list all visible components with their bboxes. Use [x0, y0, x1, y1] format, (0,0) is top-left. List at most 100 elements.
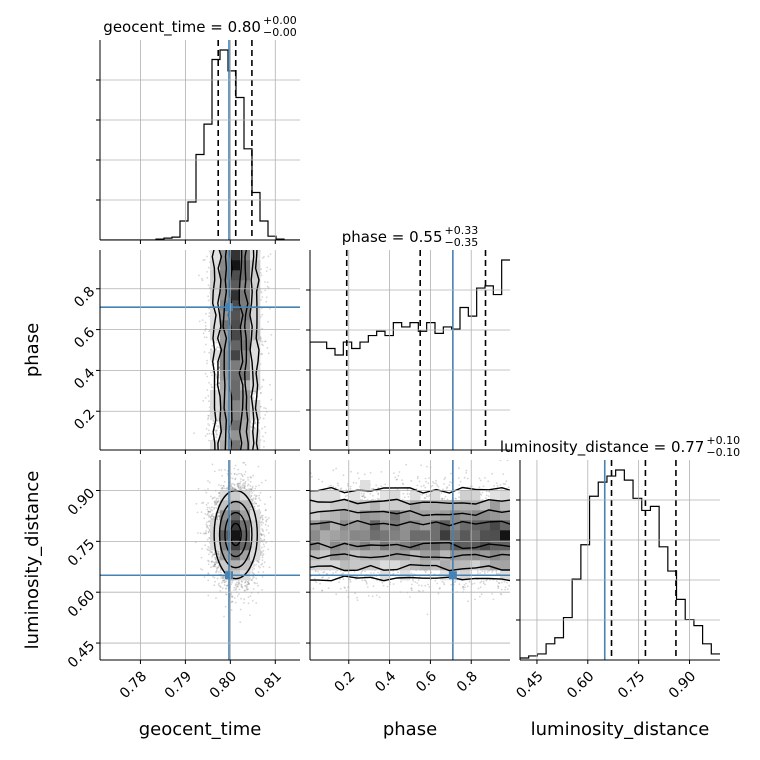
sample-point: [216, 429, 218, 432]
sample-point: [206, 362, 208, 365]
sample-point: [208, 424, 211, 427]
sample-point: [261, 340, 264, 343]
sample-point: [259, 392, 262, 395]
sample-point: [265, 300, 268, 303]
sample-point: [204, 397, 207, 399]
sample-point: [264, 289, 267, 292]
sample-point: [216, 341, 218, 344]
sample-point: [208, 315, 211, 318]
sample-point: [215, 433, 218, 435]
sample-point: [269, 268, 272, 271]
sample-point: [267, 286, 270, 289]
sample-point: [253, 427, 256, 430]
sample-point: [207, 284, 210, 287]
sample-point: [218, 383, 221, 385]
histogram-panel-luminosity_distance: [520, 460, 720, 660]
sample-point: [262, 378, 264, 381]
sample-point: [208, 432, 211, 435]
sample-point: [212, 422, 215, 425]
sample-point: [207, 299, 210, 302]
sample-point: [198, 320, 201, 323]
sample-point: [206, 433, 209, 435]
sample-point: [260, 299, 262, 301]
sample-point: [206, 359, 209, 362]
sample-point: [210, 348, 213, 351]
sample-point: [263, 446, 265, 448]
sample-point: [261, 313, 264, 316]
sample-point: [204, 325, 207, 327]
sample-point: [252, 397, 255, 400]
sample-point: [207, 266, 210, 269]
sample-point: [208, 330, 211, 333]
density-panel-geocent_time-phase: [100, 250, 300, 450]
sample-point: [207, 395, 210, 397]
sample-point: [261, 435, 264, 438]
sample-point: [208, 400, 210, 403]
sample-point: [208, 381, 211, 384]
sample-point: [216, 425, 218, 427]
histogram-geocent_time: [100, 49, 300, 240]
sample-point: [260, 291, 263, 294]
sample-point: [201, 277, 203, 280]
sample-point: [204, 435, 207, 437]
sample-point: [215, 383, 217, 386]
sample-point: [270, 398, 273, 401]
sample-point: [266, 285, 269, 288]
sample-point: [216, 346, 219, 348]
sample-point: [204, 329, 207, 332]
sample-point: [259, 272, 262, 274]
histogram-panel-phase: [310, 250, 510, 450]
sample-point: [264, 414, 267, 416]
sample-point: [202, 400, 205, 402]
sample-point: [262, 344, 264, 347]
sample-point: [267, 255, 270, 258]
sample-point: [204, 321, 207, 324]
sample-point: [193, 432, 196, 434]
sample-point: [261, 427, 263, 430]
sample-point: [206, 255, 208, 258]
sample-point: [218, 346, 221, 349]
sample-point: [215, 436, 218, 438]
sample-point: [204, 372, 207, 375]
sample-point: [206, 276, 209, 279]
sample-point: [266, 346, 269, 349]
sample-point: [266, 266, 269, 269]
sample-point: [207, 416, 210, 419]
sample-point: [261, 385, 263, 388]
sample-point: [205, 428, 208, 430]
sample-point: [260, 352, 263, 355]
sample-point: [201, 319, 204, 321]
sample-point: [267, 320, 270, 323]
sample-point: [208, 414, 210, 417]
sample-point: [210, 386, 213, 388]
sample-point: [215, 347, 218, 350]
sample-point: [253, 392, 256, 395]
sample-point: [208, 351, 211, 354]
sample-point: [267, 352, 270, 355]
sample-point: [210, 383, 213, 386]
sample-point: [208, 312, 211, 314]
sample-point: [211, 374, 213, 377]
sample-point: [264, 431, 267, 434]
sample-point: [258, 421, 260, 424]
sample-point: [202, 259, 205, 262]
sample-point: [254, 427, 257, 430]
sample-point: [260, 274, 263, 277]
sample-point: [211, 386, 214, 389]
sample-point: [254, 390, 257, 393]
sample-point: [206, 271, 208, 273]
sample-point: [217, 425, 220, 427]
sample-point: [218, 366, 221, 368]
sample-point: [218, 367, 221, 370]
sample-point: [205, 312, 207, 315]
sample-point: [198, 274, 200, 277]
sample-point: [253, 390, 255, 393]
sample-point: [209, 371, 212, 374]
histogram-phase: [310, 259, 510, 450]
sample-point: [218, 366, 221, 369]
sample-point: [261, 296, 264, 298]
sample-point: [205, 343, 207, 346]
sample-point: [215, 373, 217, 376]
sample-point: [212, 420, 215, 423]
